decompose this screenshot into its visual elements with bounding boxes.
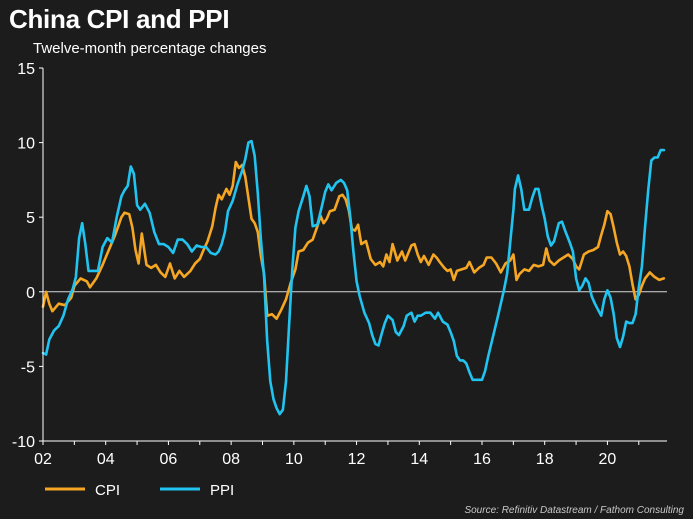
x-tick-label: 12 bbox=[348, 451, 366, 468]
legend-label-cpi: CPI bbox=[95, 482, 120, 499]
x-tick-label: 06 bbox=[160, 451, 178, 468]
y-tick-label: -5 bbox=[21, 359, 35, 376]
chart-title: China CPI and PPI bbox=[9, 4, 230, 34]
legend: CPI PPI bbox=[45, 482, 234, 499]
source-note: Source: Refinitiv Datastream / Fathom Co… bbox=[464, 505, 684, 516]
series-layer bbox=[41, 139, 666, 416]
series-line-cpi bbox=[41, 160, 666, 320]
x-tick-label: 18 bbox=[536, 451, 554, 468]
y-tick-label: 15 bbox=[17, 61, 35, 78]
x-tick-label: 16 bbox=[473, 451, 491, 468]
y-tick-label: 5 bbox=[26, 210, 35, 227]
x-tick-label: 08 bbox=[222, 451, 240, 468]
x-tick-label: 14 bbox=[410, 451, 428, 468]
y-tick-label: 10 bbox=[17, 136, 35, 153]
legend-label-ppi: PPI bbox=[210, 482, 234, 499]
chart-subtitle: Twelve-month percentage changes bbox=[33, 40, 267, 57]
tick-layer: -10 -5 0 5 10 15 02 04 06 08 10 12 14 16 18 20 bbox=[12, 61, 667, 468]
y-tick-label: -10 bbox=[12, 434, 35, 451]
x-tick-label: 10 bbox=[285, 451, 303, 468]
x-tick-label: 20 bbox=[599, 451, 617, 468]
series-line-ppi bbox=[41, 139, 666, 416]
x-tick-label: 02 bbox=[34, 451, 52, 468]
x-tick-label: 04 bbox=[97, 451, 115, 468]
y-tick-label: 0 bbox=[26, 285, 35, 302]
